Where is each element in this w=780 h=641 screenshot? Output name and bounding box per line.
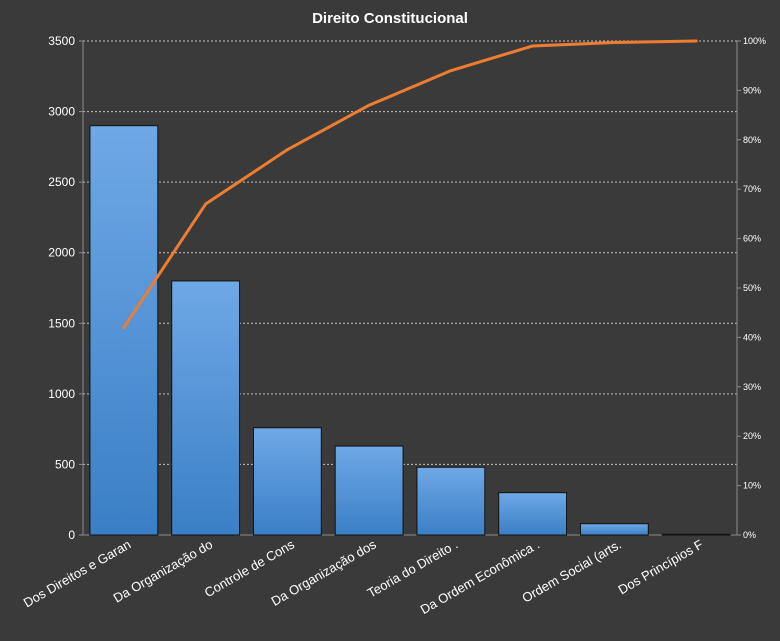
chart-title: Direito Constitucional (312, 10, 468, 27)
line-point-2 (204, 202, 208, 206)
line-point-3 (285, 148, 289, 152)
bar-series (89, 125, 731, 536)
y2-tick-label: 30% (743, 382, 761, 392)
y2-tick-label: 70% (743, 184, 761, 194)
bar-7 (579, 523, 649, 536)
bar-5 (416, 466, 486, 536)
y-tick-label: 2500 (48, 175, 75, 189)
y2-tick-label: 100% (743, 36, 766, 46)
bar-1 (89, 125, 159, 536)
line-point-1 (122, 326, 126, 330)
cumulative-line (122, 39, 698, 330)
cumulative-line-series (122, 39, 698, 330)
line-point-5 (449, 69, 453, 73)
y2-tick-label: 80% (743, 135, 761, 145)
y2-tick-label: 50% (743, 283, 761, 293)
y-tick-label: 0 (68, 528, 75, 542)
y2-tick-label: 60% (743, 234, 761, 244)
y2-tick-label: 20% (743, 431, 761, 441)
x-category-label: Dos Princípios F (616, 537, 706, 598)
y2-tick-label: 0% (743, 530, 756, 540)
line-point-7 (612, 40, 616, 44)
y2-tick-label: 40% (743, 332, 761, 342)
line-point-6 (531, 44, 535, 48)
bar-8 (661, 533, 731, 536)
bar-4 (334, 445, 404, 536)
bar-6 (498, 492, 568, 536)
y2-tick-label: 10% (743, 481, 761, 491)
y2-axis-ticks: 0% 10% 20% 30% 40% 50% 60% 70% 80% 90% 100% (737, 36, 766, 540)
y-tick-label: 500 (55, 457, 75, 471)
y2-tick-label: 90% (743, 85, 761, 95)
y-tick-label: 3500 (48, 34, 75, 48)
y-tick-label: 3000 (48, 105, 75, 119)
y-tick-label: 1000 (48, 387, 75, 401)
line-point-8 (694, 39, 698, 43)
y-axis-ticks: 0 500 1000 1500 2000 2500 3000 3500 (48, 34, 83, 542)
y-tick-label: 1500 (48, 316, 75, 330)
y-tick-label: 2000 (48, 246, 75, 260)
line-point-4 (367, 103, 371, 107)
bar-2 (171, 280, 241, 536)
bar-3 (252, 427, 322, 536)
